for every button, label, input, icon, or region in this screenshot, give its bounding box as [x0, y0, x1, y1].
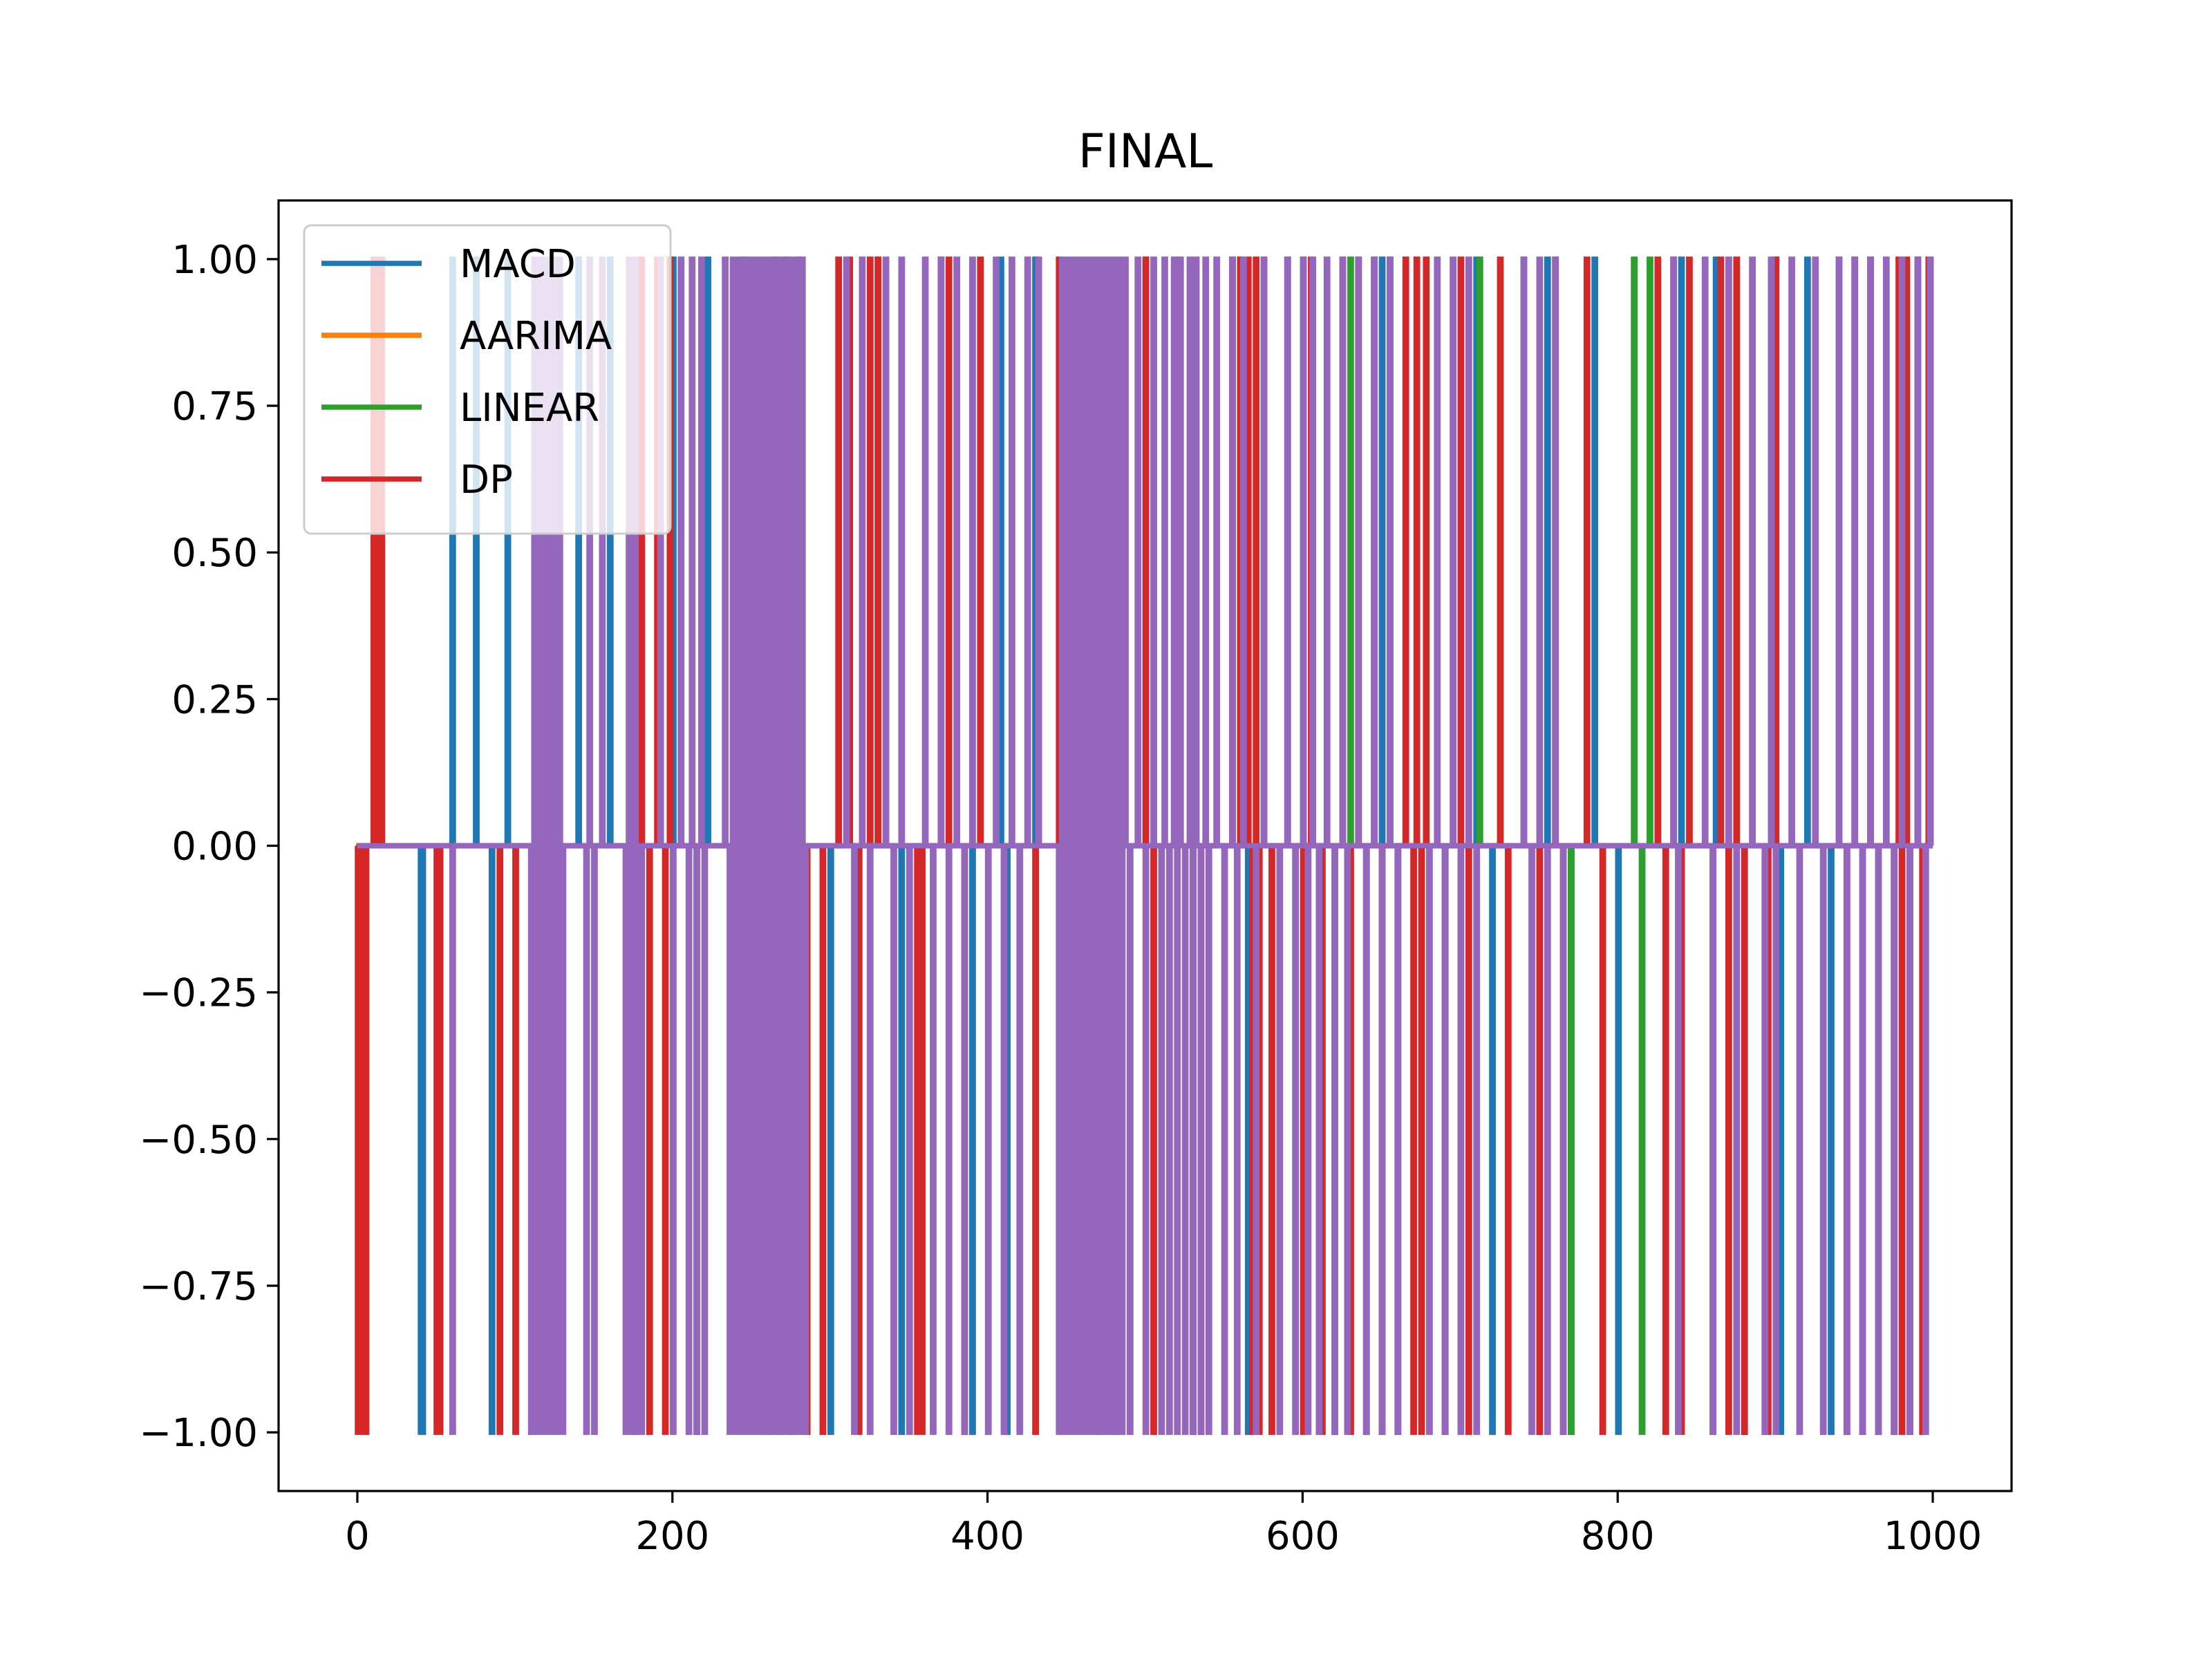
y-tick-label: 0.75: [171, 384, 258, 429]
legend: MACD AARIMA LINEAR DP: [303, 224, 672, 535]
x-axis: 0 200 400 600 800 1000: [345, 1491, 1982, 1559]
legend-label: MACD: [460, 242, 576, 287]
x-tick-label: 800: [1581, 1514, 1655, 1559]
y-tick-label: 1.00: [171, 238, 258, 283]
x-tick-label: 0: [345, 1514, 370, 1559]
y-tick-label: 0.00: [171, 825, 258, 870]
y-tick-label: −0.25: [139, 971, 258, 1016]
y-axis: 1.00 0.75 0.50 0.25 0.00 −0.25 −0.50 −0.75 −1.00: [139, 238, 279, 1456]
chart-title: FINAL: [1078, 124, 1213, 179]
legend-item-dp: DP: [321, 458, 513, 503]
x-tick-label: 200: [635, 1514, 709, 1559]
legend-label: LINEAR: [460, 386, 599, 431]
legend-label: DP: [460, 458, 513, 503]
x-tick-label: 400: [950, 1514, 1024, 1559]
legend-item-macd: MACD: [321, 242, 576, 287]
y-tick-label: −0.75: [139, 1264, 258, 1309]
y-tick-label: 0.25: [171, 677, 258, 722]
y-tick-label: −0.50: [139, 1118, 258, 1163]
series-unlabeled-4: [357, 256, 1934, 1435]
x-tick-label: 600: [1266, 1514, 1340, 1559]
legend-item-linear: LINEAR: [321, 386, 599, 431]
series-line: [357, 256, 1934, 1435]
y-tick-label: 0.50: [171, 531, 258, 576]
legend-box: [303, 224, 672, 535]
legend-item-aarima: AARIMA: [321, 314, 612, 359]
y-tick-label: −1.00: [139, 1411, 258, 1456]
legend-label: AARIMA: [460, 314, 612, 359]
x-tick-label: 1000: [1884, 1514, 1983, 1559]
plot-area: [355, 256, 1934, 1435]
